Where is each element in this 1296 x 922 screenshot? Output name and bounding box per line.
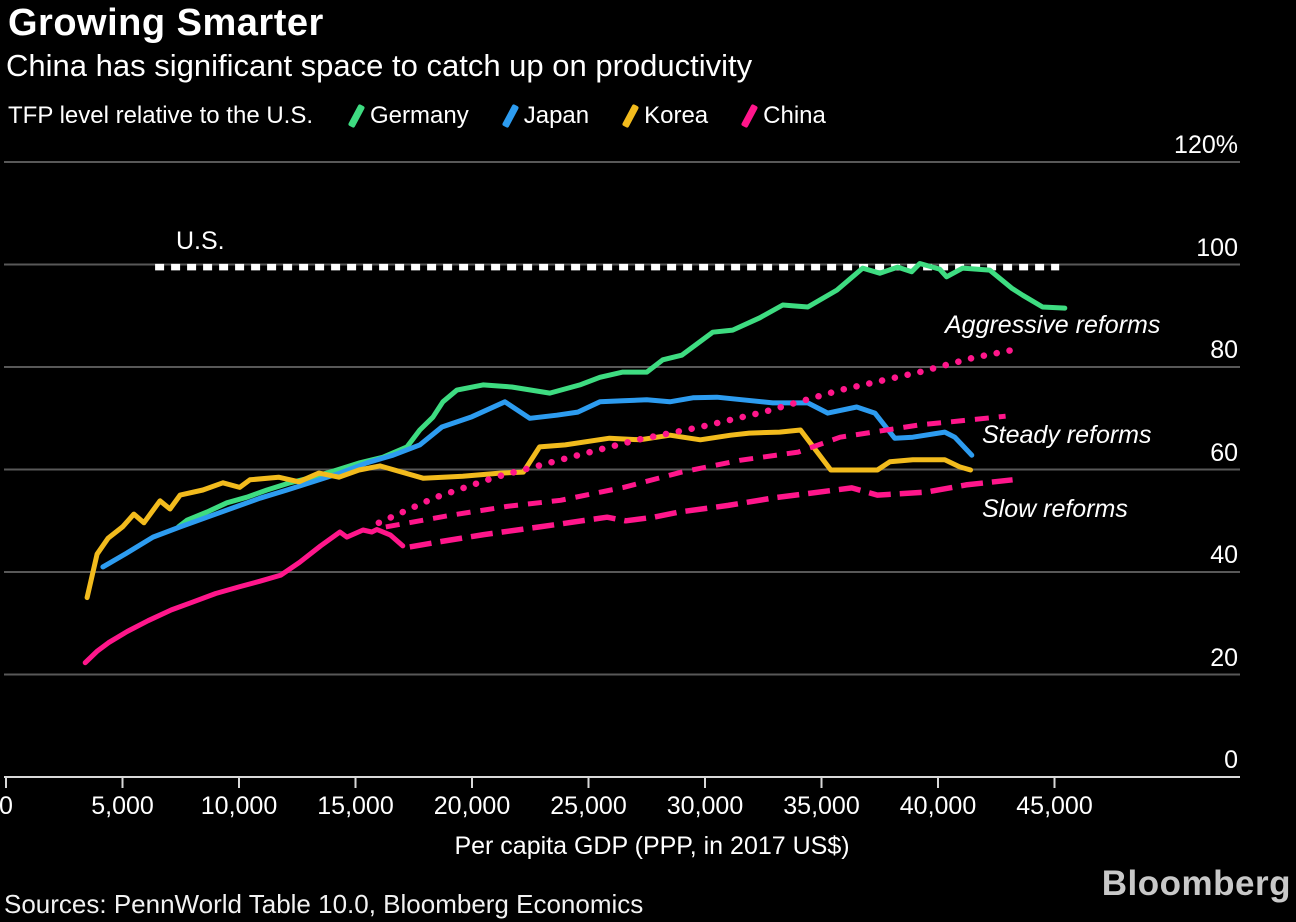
y-tick-label: 40 (1210, 541, 1238, 569)
x-tick-label: 30,000 (666, 792, 744, 820)
legend-item-china: China (740, 102, 826, 130)
legend-item-germany: Germany (347, 102, 469, 130)
x-tick-label: 5,000 (91, 792, 154, 820)
y-tick-label: 80 (1210, 336, 1238, 364)
y-tick-label: 20 (1210, 643, 1238, 672)
legend: TFP level relative to the U.S. Germany J… (8, 102, 864, 130)
series-japan (100, 394, 975, 570)
y-tick-label: 120% (1174, 131, 1238, 159)
legend-item-japan: Japan (501, 102, 590, 130)
slow-reforms-label: Slow reforms (982, 495, 1128, 523)
series-china (82, 527, 406, 666)
series-aggressive-reforms (375, 345, 1021, 527)
x-tick-label: 10,000 (200, 792, 278, 820)
series-germany (175, 261, 1068, 530)
legend-caption: TFP level relative to the U.S. (8, 102, 314, 129)
page-title: Growing Smarter (8, 2, 324, 44)
y-tick-label: 0 (1224, 746, 1238, 774)
x-tick-label: 45,000 (1016, 792, 1093, 820)
series-korea (84, 427, 974, 601)
y-tick-label: 60 (1210, 438, 1238, 467)
x-tick-label: 15,000 (317, 792, 394, 820)
legend-label-korea: Korea (644, 102, 709, 129)
x-tick-label: 40,000 (899, 792, 977, 820)
x-tick-label: 25,000 (550, 792, 627, 820)
sources-note: Sources: PennWorld Table 10.0, Bloomberg… (4, 889, 644, 919)
legend-item-korea: Korea (621, 102, 709, 130)
page-subtitle: China has significant space to catch up … (6, 48, 753, 83)
x-tick-label: 20,000 (433, 792, 511, 820)
x-tick-label: 0 (0, 792, 13, 820)
steady-reforms-label: Steady reforms (982, 421, 1152, 449)
x-axis-title: Per capita GDP (PPP, in 2017 US$) (454, 832, 850, 860)
us-line-label: U.S. (176, 227, 225, 255)
x-tick-label: 35,000 (783, 792, 860, 820)
legend-label-germany: Germany (370, 102, 469, 129)
legend-label-japan: Japan (523, 102, 590, 129)
legend-label-china: China (763, 102, 826, 129)
aggressive-reforms-label: Aggressive reforms (945, 311, 1161, 339)
y-tick-label: 100 (1196, 233, 1238, 262)
bloomberg-logo: Bloomberg (1101, 864, 1291, 903)
series-slow-reforms (409, 477, 1013, 550)
